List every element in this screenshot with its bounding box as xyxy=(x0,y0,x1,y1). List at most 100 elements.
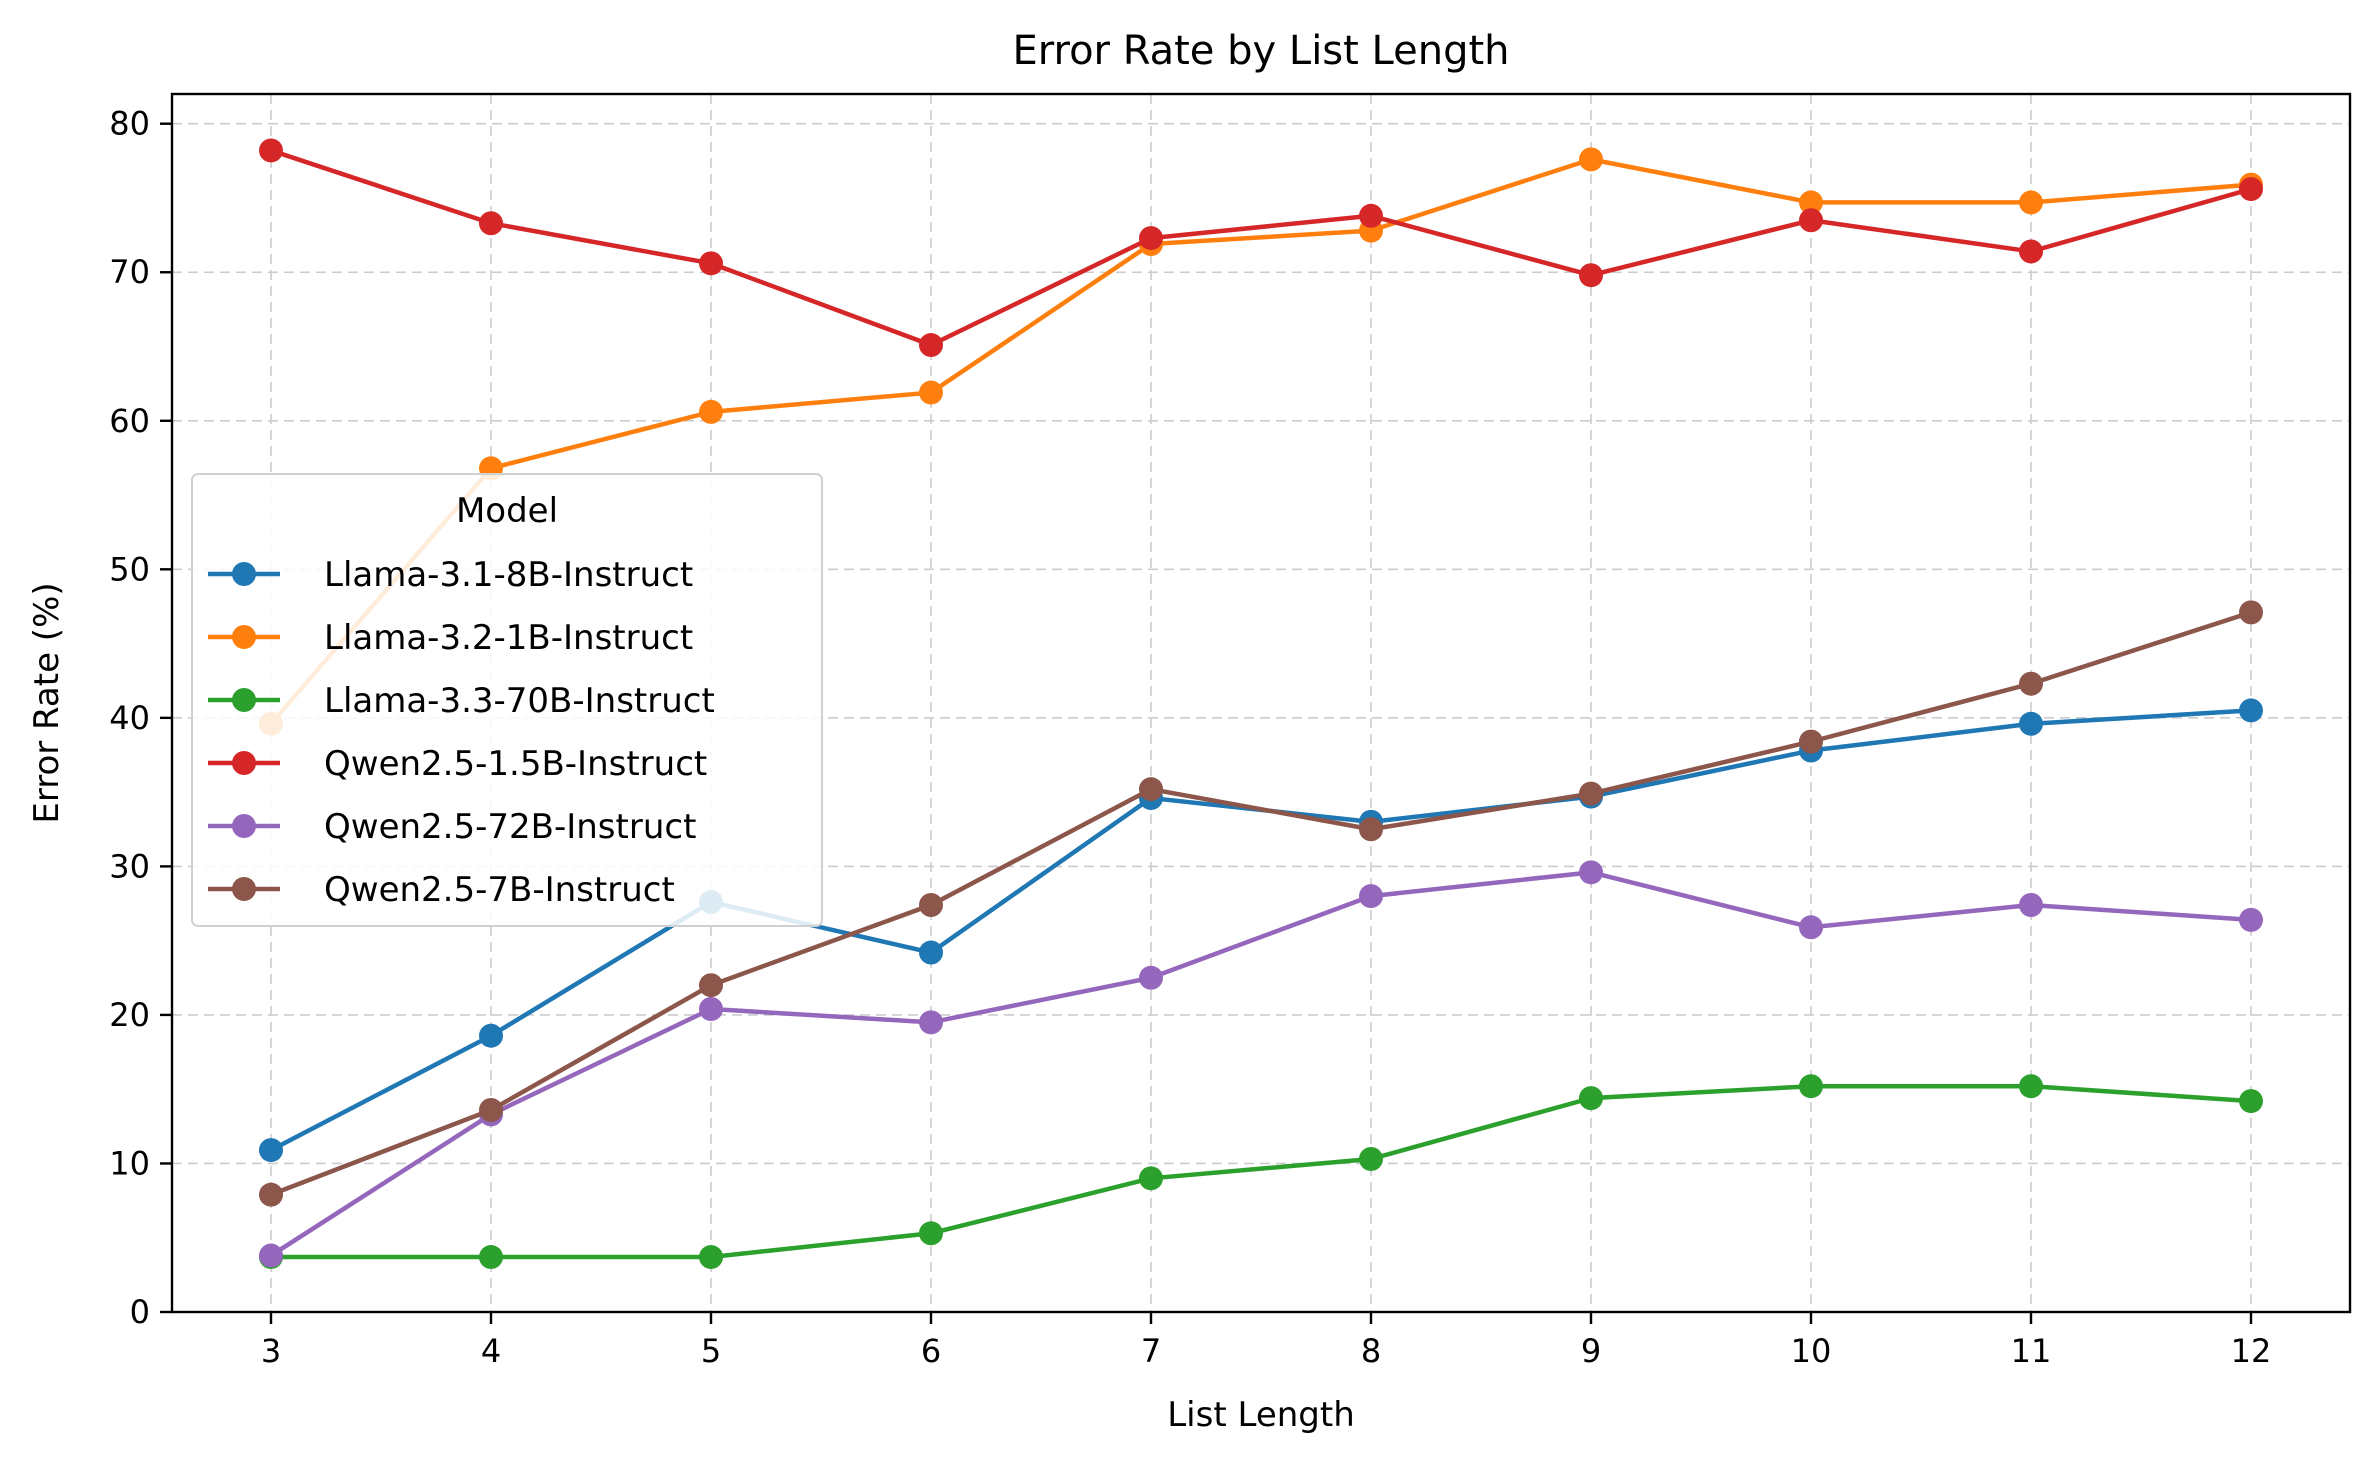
data-point xyxy=(259,1138,283,1163)
data-point xyxy=(699,996,723,1021)
data-point xyxy=(699,251,723,276)
data-point xyxy=(1579,147,1603,172)
legend-box xyxy=(191,473,823,927)
series-line xyxy=(268,610,2254,1197)
data-point xyxy=(1359,817,1383,842)
x-tick-label: 6 xyxy=(921,1332,941,1370)
y-tick-label: 30 xyxy=(109,847,150,885)
axes: 3 4 5 6 7 8 9 10 11 12 0 10 20 30 40 50 60 70 80 xyxy=(109,92,2352,1370)
y-tick-label: 10 xyxy=(109,1144,150,1182)
data-point xyxy=(2019,1074,2043,1099)
data-point xyxy=(2239,698,2263,723)
y-tick-label: 70 xyxy=(109,253,150,291)
data-point xyxy=(2239,600,2263,625)
legend-item: Qwen2.5-1.5B-Instruct xyxy=(208,744,707,784)
series-line xyxy=(268,1083,2254,1260)
y-axis-label: Error Rate (%) xyxy=(27,582,67,823)
data-point xyxy=(1579,1086,1603,1111)
data-point xyxy=(479,1245,503,1270)
y-tick-label: 60 xyxy=(109,402,150,440)
x-tick-label: 9 xyxy=(1581,1332,1601,1370)
legend-label: Qwen2.5-7B-Instruct xyxy=(324,870,675,910)
data-point xyxy=(259,1243,283,1268)
x-tick-label: 3 xyxy=(261,1332,281,1370)
data-point xyxy=(2019,190,2043,215)
y-tick-label: 0 xyxy=(130,1293,150,1331)
data-point xyxy=(1799,208,1823,233)
data-point xyxy=(2239,1089,2263,1114)
legend-label: Llama-3.1-8B-Instruct xyxy=(324,555,693,595)
legend-label: Llama-3.2-1B-Instruct xyxy=(324,618,693,658)
x-tick-label: 4 xyxy=(481,1332,501,1370)
data-point xyxy=(2019,711,2043,736)
legend-label: Qwen2.5-72B-Instruct xyxy=(324,807,696,847)
x-tick-label: 7 xyxy=(1141,1332,1161,1370)
data-point xyxy=(1359,203,1383,228)
legend: Model Llama-3.1-8B-Instruct Llama-3.2-1B-… xyxy=(191,473,823,927)
data-point xyxy=(1139,1166,1163,1191)
legend-marker xyxy=(232,877,256,901)
legend-marker xyxy=(232,562,256,586)
chart-title: Error Rate by List Length xyxy=(1012,28,1509,74)
series-4 xyxy=(259,138,2263,358)
series-line xyxy=(268,148,2254,348)
data-point xyxy=(259,138,283,163)
legend-marker xyxy=(232,625,256,649)
data-point xyxy=(2019,239,2043,264)
legend-marker xyxy=(232,751,256,775)
data-point xyxy=(1139,777,1163,802)
data-point xyxy=(2019,893,2043,918)
data-point xyxy=(1579,781,1603,806)
data-point xyxy=(919,940,943,965)
legend-label: Qwen2.5-1.5B-Instruct xyxy=(324,744,707,784)
legend-label: Llama-3.3-70B-Instruct xyxy=(324,681,715,721)
series-layer xyxy=(259,138,2263,1270)
series-line xyxy=(268,157,2254,727)
legend-title: Model xyxy=(456,491,558,531)
y-tick-label: 20 xyxy=(109,996,150,1034)
data-point xyxy=(919,1221,943,1246)
x-tick-label: 10 xyxy=(1791,1332,1832,1370)
data-point xyxy=(1139,226,1163,251)
data-point xyxy=(919,333,943,358)
x-axis-label: List Length xyxy=(1167,1395,1355,1435)
data-point xyxy=(699,399,723,424)
series-line xyxy=(268,870,2254,1258)
data-point xyxy=(1359,884,1383,909)
x-tick-label: 12 xyxy=(2231,1332,2272,1370)
data-point xyxy=(1799,915,1823,940)
data-point xyxy=(2239,177,2263,202)
legend-item: Llama-3.3-70B-Instruct xyxy=(208,681,715,721)
data-point xyxy=(919,1010,943,1035)
legend-item: Qwen2.5-72B-Instruct xyxy=(208,807,696,847)
data-point xyxy=(479,1023,503,1048)
data-point xyxy=(2239,907,2263,932)
legend-item: Llama-3.2-1B-Instruct xyxy=(208,618,693,658)
plot-frame xyxy=(170,92,2352,1314)
data-point xyxy=(1799,1074,1823,1099)
x-tick-label: 5 xyxy=(701,1332,721,1370)
y-tick-label: 40 xyxy=(109,699,150,737)
data-point xyxy=(1579,263,1603,288)
data-point xyxy=(479,211,503,236)
series-6 xyxy=(259,600,2263,1207)
series-5 xyxy=(259,860,2263,1268)
x-tick-label: 8 xyxy=(1361,1332,1381,1370)
data-point xyxy=(259,1182,283,1207)
data-point xyxy=(1579,860,1603,885)
data-point xyxy=(919,380,943,405)
data-point xyxy=(1359,1147,1383,1172)
data-point xyxy=(699,1245,723,1270)
legend-item: Llama-3.1-8B-Instruct xyxy=(208,555,693,595)
data-point xyxy=(1139,965,1163,990)
x-tick-label: 11 xyxy=(2011,1332,2052,1370)
data-point xyxy=(919,893,943,918)
data-point xyxy=(479,1097,503,1122)
data-point xyxy=(1799,190,1823,215)
y-tick-label: 50 xyxy=(109,550,150,588)
data-point xyxy=(699,973,723,998)
data-point xyxy=(2019,671,2043,696)
series-3 xyxy=(259,1074,2263,1270)
